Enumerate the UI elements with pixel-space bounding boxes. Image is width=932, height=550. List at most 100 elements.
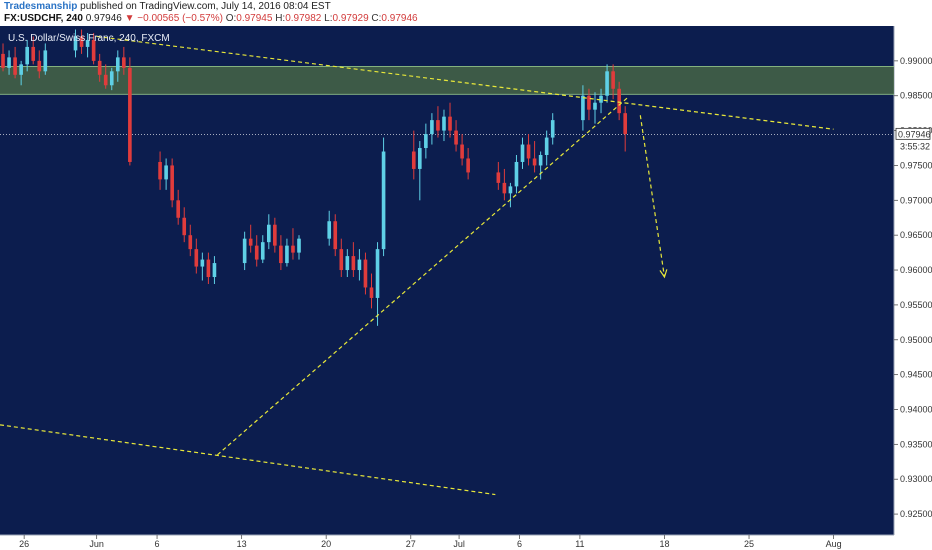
close-label: C: [371,13,382,24]
candle-body [381,151,386,250]
candle-body [460,144,464,159]
x-tick-label: 6 [517,539,522,549]
candle-body [19,64,23,75]
symbol-label: FX:USDCHF, 240 [4,13,83,24]
candle-body [273,224,277,246]
candle-body [454,130,458,145]
candle-body [466,158,470,173]
candle-body [200,259,205,267]
candle-body [266,224,271,243]
chart-header: Tradesmanship published on TradingView.c… [0,0,932,26]
candle-body [333,221,338,250]
y-tick-label: 0.93500 [900,439,932,449]
projection-arrow-shaft [639,115,666,278]
x-tick-label: 13 [237,539,247,549]
candle-body [430,120,434,135]
candle-body [581,95,585,121]
candle-body [170,165,174,201]
candle-body [502,182,507,194]
y-tick-label: 0.96000 [900,265,932,275]
candle-body [85,39,90,47]
candle-body [164,165,168,180]
y-tick-label: 0.95000 [900,335,932,345]
candle-body [605,71,609,96]
candle-body [206,259,211,278]
candle-body [242,238,247,264]
x-tick-label: Jun [89,539,104,549]
candle-body [436,120,440,131]
chart-title: U.S. Dollar/Swiss Franc, 240, FXCM [8,33,170,44]
candle-body [115,57,120,72]
candle-body [411,151,416,169]
candle-body [526,144,531,159]
candle-body [31,46,36,61]
trendlines [0,35,834,496]
x-tick-label: 26 [19,539,29,549]
x-tick-label: 6 [155,539,160,549]
price-axis [894,26,932,550]
candle-body [248,238,253,246]
candle-body [514,161,519,187]
candle-body [550,120,555,138]
y-tick-label: 0.95500 [900,300,932,310]
x-tick-label: 11 [575,539,584,549]
candle-body [599,95,603,103]
open-value: 0.97945 [236,13,273,24]
candle-body [538,154,543,166]
y-tick-label: 0.99000 [900,56,932,66]
published-text: published on TradingView.com, July 14, 2… [80,1,331,12]
projection-arrow-head [659,269,668,279]
candle-body [1,53,5,68]
plot-background [0,26,894,535]
candle-body [442,116,446,131]
y-tick-label: 0.94500 [900,370,932,380]
y-tick-label: 0.92500 [900,509,932,519]
candle-body [611,71,615,89]
y-tick-label: 0.97500 [900,160,932,170]
last-price: 0.97946 [85,13,122,24]
candle-body [254,245,259,260]
x-tick-label: 25 [744,539,754,549]
candle-body [532,158,537,166]
candle-body [122,57,126,68]
price-chart[interactable]: 0.990000.985000.980000.975000.970000.965… [0,26,932,550]
candle-body [496,172,501,183]
y-tick-label: 0.94000 [900,404,932,414]
candle-body [158,161,162,180]
candle-body [617,88,621,114]
candle-body [73,36,78,51]
candle-body [260,242,265,260]
candle-body [327,221,332,239]
candle-body [587,95,591,110]
candle-body [279,245,283,264]
x-tick-label: Jul [453,539,465,549]
author-link[interactable]: Tradesmanship [4,1,78,12]
candle-body [297,238,301,253]
candle-body [291,245,295,253]
low-value: 0.97929 [332,13,369,24]
y-tick-label: 0.96500 [900,230,932,240]
y-tick-label: 0.98500 [900,91,932,101]
candle-body [7,57,11,68]
candle-body [339,249,344,271]
candle-body [375,249,380,298]
candle-body [508,186,513,194]
x-tick-label: 20 [321,539,331,549]
candle-body [37,60,42,72]
price-label-group: 0.97946 3:55:32 [895,127,931,151]
open-label: O: [225,13,237,24]
candle-body [418,148,422,169]
current-price-box [895,127,931,140]
candle-countdown: 3:55:32 [900,141,930,151]
candles [1,29,628,326]
x-tick-label: 18 [659,539,669,549]
candle-body [285,245,289,264]
candle-body [13,57,17,75]
y-tick-label: 0.93000 [900,474,932,484]
candle-body [43,50,48,72]
high-value: 0.97982 [285,13,322,24]
candle-body [369,287,374,298]
publish-line: Tradesmanship published on TradingView.c… [4,1,331,13]
candle-body [182,217,187,236]
candle-body [109,71,114,86]
